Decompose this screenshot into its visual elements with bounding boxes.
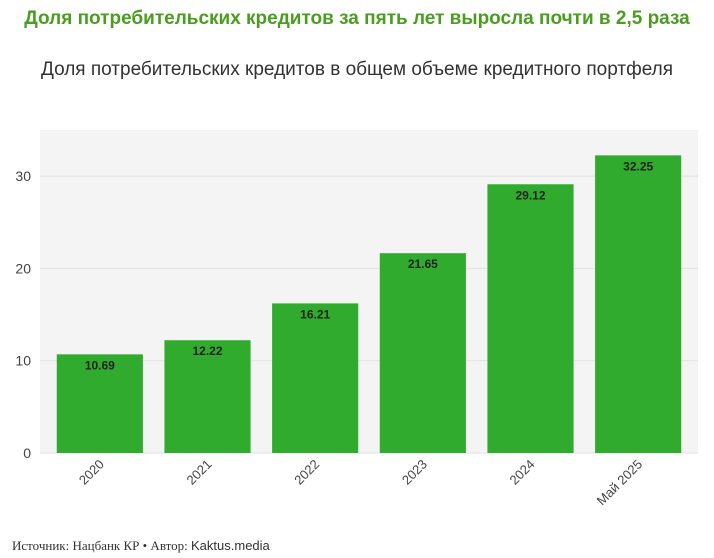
- x-tick-label: 2023: [399, 457, 430, 488]
- data-label: 10.69: [85, 358, 115, 372]
- bar: [595, 155, 682, 453]
- bar: [379, 253, 466, 453]
- x-tick-label: 2024: [507, 457, 538, 488]
- chart-subtitle: Доля потребительских кредитов в общем об…: [40, 59, 674, 80]
- data-label: 12.22: [192, 344, 222, 358]
- y-tick-label: 20: [15, 260, 31, 276]
- y-tick-label: 0: [23, 445, 31, 461]
- y-tick-label: 10: [15, 353, 31, 369]
- data-label: 32.25: [623, 159, 653, 173]
- bar: [164, 340, 251, 453]
- bar: [272, 303, 359, 453]
- data-label: 16.21: [300, 307, 330, 321]
- x-tick-label: 2021: [184, 457, 215, 488]
- x-tick-label: 2022: [291, 457, 322, 488]
- plot-area: [40, 130, 698, 453]
- source-text: Источник: Нацбанк КР • Автор:: [12, 538, 192, 553]
- data-label: 29.12: [515, 188, 545, 202]
- x-tick-label: Май 2025: [594, 457, 646, 509]
- chart-title: Доля потребительских кредитов за пять ле…: [24, 8, 690, 29]
- bar: [56, 354, 143, 453]
- x-tick-label: 2020: [76, 457, 107, 488]
- y-tick-label: 30: [15, 168, 31, 184]
- brand-text: Kaktus.media: [191, 538, 270, 553]
- data-label: 21.65: [408, 257, 438, 271]
- bar-chart: 0 10 20 30 10.69 12.22 16.21 21.65 29.12 32.25 2…: [15, 130, 698, 509]
- footer-source: Источник: Нацбанк КР • Автор: Kaktus.med…: [12, 538, 270, 554]
- bar: [487, 184, 574, 454]
